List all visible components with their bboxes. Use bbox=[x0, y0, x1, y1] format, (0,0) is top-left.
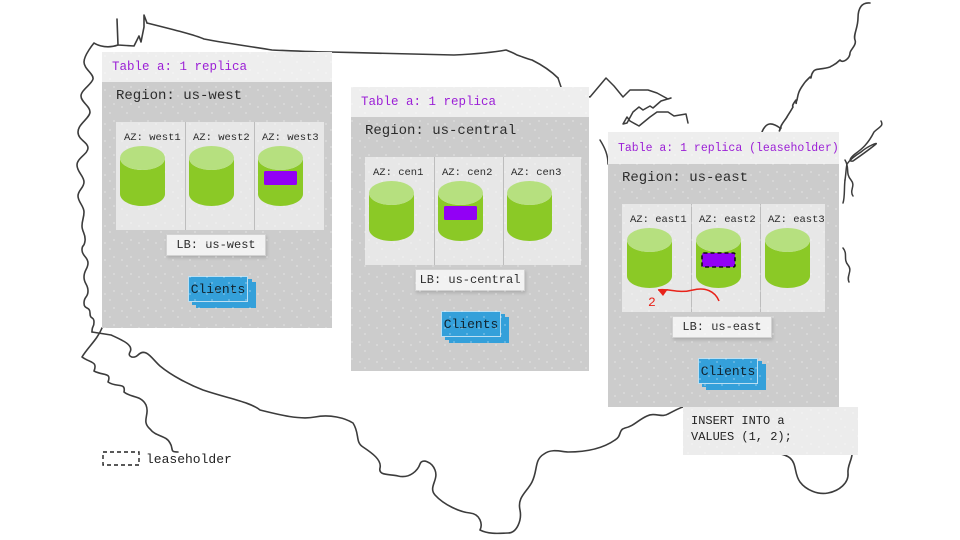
svg-text:leaseholder: leaseholder bbox=[146, 452, 232, 467]
